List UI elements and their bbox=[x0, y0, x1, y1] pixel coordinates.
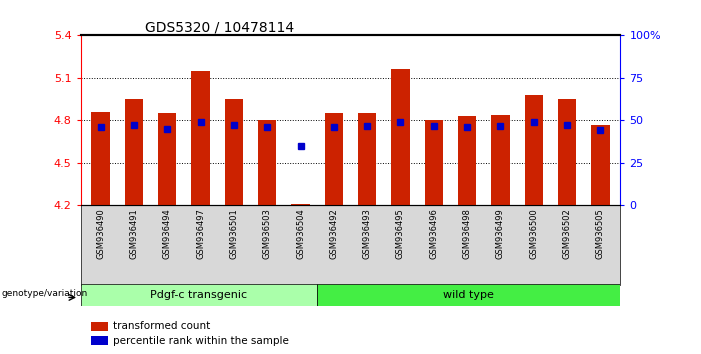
Bar bbox=[225, 99, 243, 205]
Bar bbox=[391, 69, 409, 205]
Bar bbox=[292, 204, 310, 205]
Text: wild type: wild type bbox=[443, 290, 494, 300]
Text: genotype/variation: genotype/variation bbox=[1, 289, 88, 298]
Bar bbox=[358, 113, 376, 205]
Bar bbox=[158, 113, 177, 205]
Bar bbox=[191, 71, 210, 205]
Bar bbox=[325, 113, 343, 205]
Bar bbox=[317, 284, 620, 306]
Text: GDS5320 / 10478114: GDS5320 / 10478114 bbox=[145, 20, 294, 34]
Bar bbox=[81, 284, 317, 306]
Bar bbox=[524, 95, 543, 205]
Bar bbox=[458, 116, 476, 205]
Bar bbox=[91, 112, 110, 205]
Bar bbox=[591, 125, 610, 205]
Text: percentile rank within the sample: percentile rank within the sample bbox=[113, 336, 289, 346]
Text: Pdgf-c transgenic: Pdgf-c transgenic bbox=[150, 290, 247, 300]
Bar bbox=[425, 120, 443, 205]
Bar bbox=[125, 99, 143, 205]
Bar bbox=[558, 99, 576, 205]
Bar bbox=[91, 322, 108, 331]
Bar bbox=[258, 120, 276, 205]
Bar bbox=[491, 115, 510, 205]
Text: transformed count: transformed count bbox=[113, 321, 210, 331]
Bar bbox=[91, 336, 108, 345]
